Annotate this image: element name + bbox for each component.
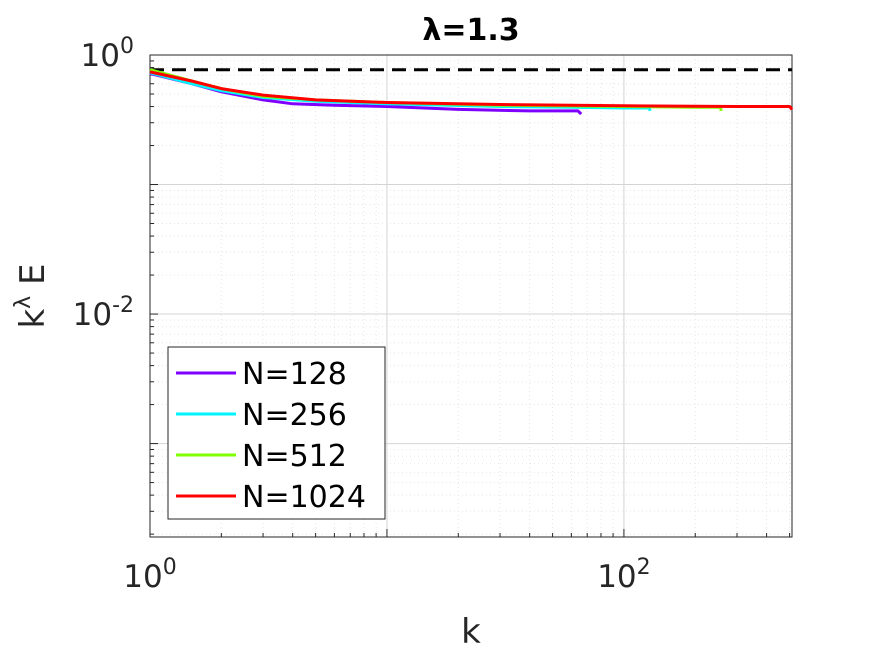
y-axis-label-sup: λ [11, 296, 36, 309]
plot-frame [149, 54, 793, 538]
legend: N=128 N=256 N=512 N=1024 [167, 346, 386, 520]
y-tick-label-exp: -2 [112, 293, 134, 318]
y-tick-label: 100 [81, 34, 134, 74]
y-tick-label: 10-2 [73, 293, 134, 333]
legend-label: N=512 [242, 439, 347, 474]
chart-title: λ=1.3 [422, 13, 519, 48]
y-axis-label-base: k [13, 309, 53, 329]
x-tick-label-exp: 2 [637, 555, 651, 580]
y-tick-label-exp: 0 [120, 34, 134, 59]
x-tick-label: 102 [597, 555, 650, 595]
x-tick-label-exp: 0 [163, 555, 177, 580]
series-line-n-1024 [149, 70, 794, 111]
legend-label: N=128 [242, 357, 347, 392]
x-tick-label-base: 10 [597, 559, 636, 595]
y-axis-label: kλ E [11, 263, 53, 328]
y-tick-label-base: 10 [73, 297, 112, 333]
series-group [149, 68, 794, 116]
x-tick-label-base: 10 [123, 559, 162, 595]
legend-box [167, 346, 386, 520]
legend-label: N=1024 [242, 480, 366, 515]
x-axis-label: k [461, 612, 481, 652]
y-axis-label-rest: E [13, 263, 53, 295]
y-tick-label-base: 10 [81, 38, 120, 74]
legend-label: N=256 [242, 398, 347, 433]
x-tick-label: 100 [123, 555, 176, 595]
